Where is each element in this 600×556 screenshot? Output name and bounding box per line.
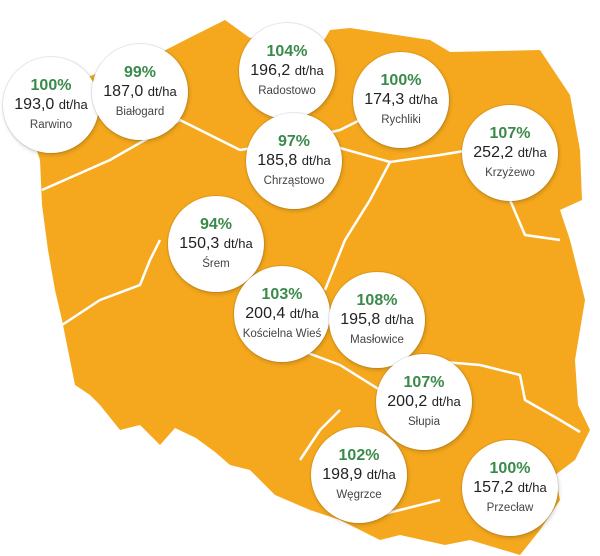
site-unit: dt/ha bbox=[301, 153, 331, 168]
site-place: Przecław bbox=[486, 502, 534, 514]
site-value: 195,8 bbox=[340, 311, 381, 328]
site-place: Rarwino bbox=[29, 119, 73, 131]
site-percent: 97% bbox=[277, 133, 311, 150]
site-krzyzewo: 107% 252,2 dt/ha Krzyżewo bbox=[462, 105, 558, 201]
site-percent: 99% bbox=[123, 64, 157, 81]
site-unit: dt/ha bbox=[294, 63, 324, 78]
site-place: Węgrzce bbox=[336, 489, 382, 501]
site-place: Masłowice bbox=[350, 334, 404, 346]
site-percent: 104% bbox=[266, 43, 308, 60]
site-place: Rychliki bbox=[381, 114, 421, 126]
site-percent: 100% bbox=[380, 72, 422, 89]
site-place: Słupia bbox=[408, 416, 440, 428]
site-percent: 100% bbox=[489, 460, 531, 477]
site-unit: dt/ha bbox=[289, 306, 319, 321]
site-place: Śrem bbox=[202, 258, 230, 270]
site-value: 198,9 bbox=[322, 466, 363, 483]
site-value: 200,2 bbox=[387, 393, 428, 410]
site-unit: dt/ha bbox=[408, 92, 438, 107]
site-unit: dt/ha bbox=[517, 480, 547, 495]
site-value: 174,3 bbox=[364, 91, 405, 108]
site-place: Radostowo bbox=[258, 85, 316, 97]
site-percent: 103% bbox=[261, 286, 303, 303]
site-value: 200,4 bbox=[245, 305, 286, 322]
site-unit: dt/ha bbox=[431, 394, 461, 409]
site-unit: dt/ha bbox=[147, 84, 177, 99]
site-value: 157,2 bbox=[473, 479, 514, 496]
site-koscielna-wies: 103% 200,4 dt/ha Kościelna Wieś bbox=[234, 266, 330, 362]
site-rarwino: 100% 193,0 dt/ha Rarwino bbox=[3, 57, 99, 153]
site-place: Krzyżewo bbox=[485, 167, 535, 179]
site-unit: dt/ha bbox=[517, 145, 547, 160]
region-borders bbox=[41, 118, 581, 522]
site-place: Białogard bbox=[115, 106, 165, 118]
site-srem: 94% 150,3 dt/ha Śrem bbox=[168, 196, 264, 292]
site-slupia: 107% 200,2 dt/ha Słupia bbox=[376, 354, 472, 450]
site-unit: dt/ha bbox=[223, 236, 253, 251]
site-value: 185,8 bbox=[257, 152, 298, 169]
site-place: Kościelna Wieś bbox=[242, 328, 322, 340]
site-value: 187,0 bbox=[103, 83, 144, 100]
site-wegrzce: 102% 198,9 dt/ha Węgrzce bbox=[311, 427, 407, 523]
site-percent: 108% bbox=[356, 292, 398, 309]
site-percent: 102% bbox=[338, 447, 380, 464]
site-value: 196,2 bbox=[250, 62, 291, 79]
site-percent: 94% bbox=[199, 216, 233, 233]
site-value: 193,0 bbox=[14, 96, 55, 113]
site-percent: 107% bbox=[403, 374, 445, 391]
site-przeclaw: 100% 157,2 dt/ha Przecław bbox=[462, 440, 558, 536]
site-unit: dt/ha bbox=[384, 312, 414, 327]
site-value: 150,3 bbox=[179, 235, 220, 252]
site-rychliki: 100% 174,3 dt/ha Rychliki bbox=[353, 52, 449, 148]
site-chrzastowo: 97% 185,8 dt/ha Chrząstowo bbox=[246, 113, 342, 209]
site-percent: 107% bbox=[489, 125, 531, 142]
site-place: Chrząstowo bbox=[263, 175, 325, 187]
site-percent: 100% bbox=[30, 77, 72, 94]
site-radostowo: 104% 196,2 dt/ha Radostowo bbox=[239, 23, 335, 119]
site-maslowice: 108% 195,8 dt/ha Masłowice bbox=[329, 272, 425, 368]
site-unit: dt/ha bbox=[58, 97, 88, 112]
site-value: 252,2 bbox=[473, 144, 514, 161]
site-bialogard: 99% 187,0 dt/ha Białogard bbox=[92, 44, 188, 140]
site-unit: dt/ha bbox=[366, 467, 396, 482]
